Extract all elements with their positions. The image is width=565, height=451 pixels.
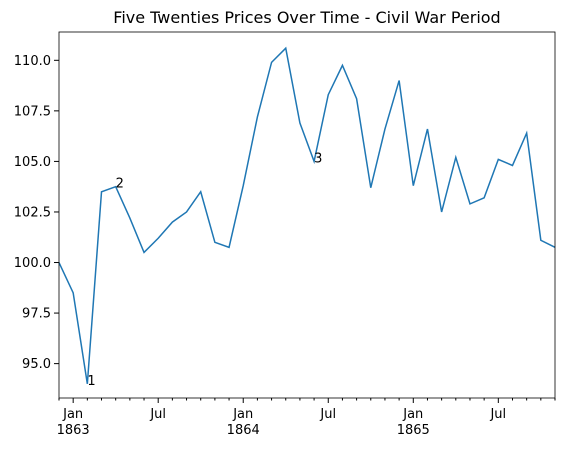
y-tick-label: 105.0 bbox=[14, 155, 51, 170]
x-tick-label: Jan 1864 bbox=[226, 407, 260, 438]
x-tick-label: Jan 1863 bbox=[56, 407, 90, 438]
annotation: 2 bbox=[116, 177, 124, 192]
y-tick-label: 97.5 bbox=[22, 307, 51, 322]
chart-title: Five Twenties Prices Over Time - Civil W… bbox=[113, 8, 500, 27]
x-tick-label: Jul bbox=[320, 407, 337, 422]
y-tick-label: 95.0 bbox=[22, 357, 51, 372]
line bbox=[58, 46, 556, 384]
y-tick-label: 100.0 bbox=[14, 256, 51, 271]
y-tick-label: 102.5 bbox=[14, 205, 51, 220]
x-tick-label: Jul bbox=[150, 407, 167, 422]
x-tick-label: Jan 1865 bbox=[396, 407, 430, 438]
y-tick-label: 110.0 bbox=[14, 54, 51, 69]
annotation: 1 bbox=[87, 374, 95, 389]
annotation: 3 bbox=[314, 151, 322, 166]
y-tick-label: 107.5 bbox=[14, 104, 51, 119]
plot-frame bbox=[58, 31, 556, 399]
x-tick-label: Jul bbox=[490, 407, 507, 422]
